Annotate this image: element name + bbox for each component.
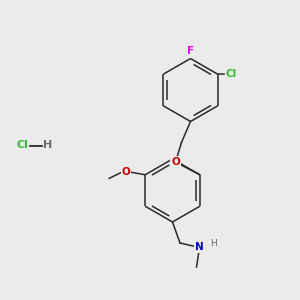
Text: O: O bbox=[171, 157, 180, 167]
Text: N: N bbox=[195, 242, 204, 253]
Text: Cl: Cl bbox=[226, 69, 237, 79]
Text: F: F bbox=[187, 46, 194, 56]
Text: O: O bbox=[121, 167, 130, 177]
Text: H: H bbox=[210, 238, 216, 247]
Text: H: H bbox=[44, 140, 53, 151]
Text: Cl: Cl bbox=[16, 140, 28, 151]
